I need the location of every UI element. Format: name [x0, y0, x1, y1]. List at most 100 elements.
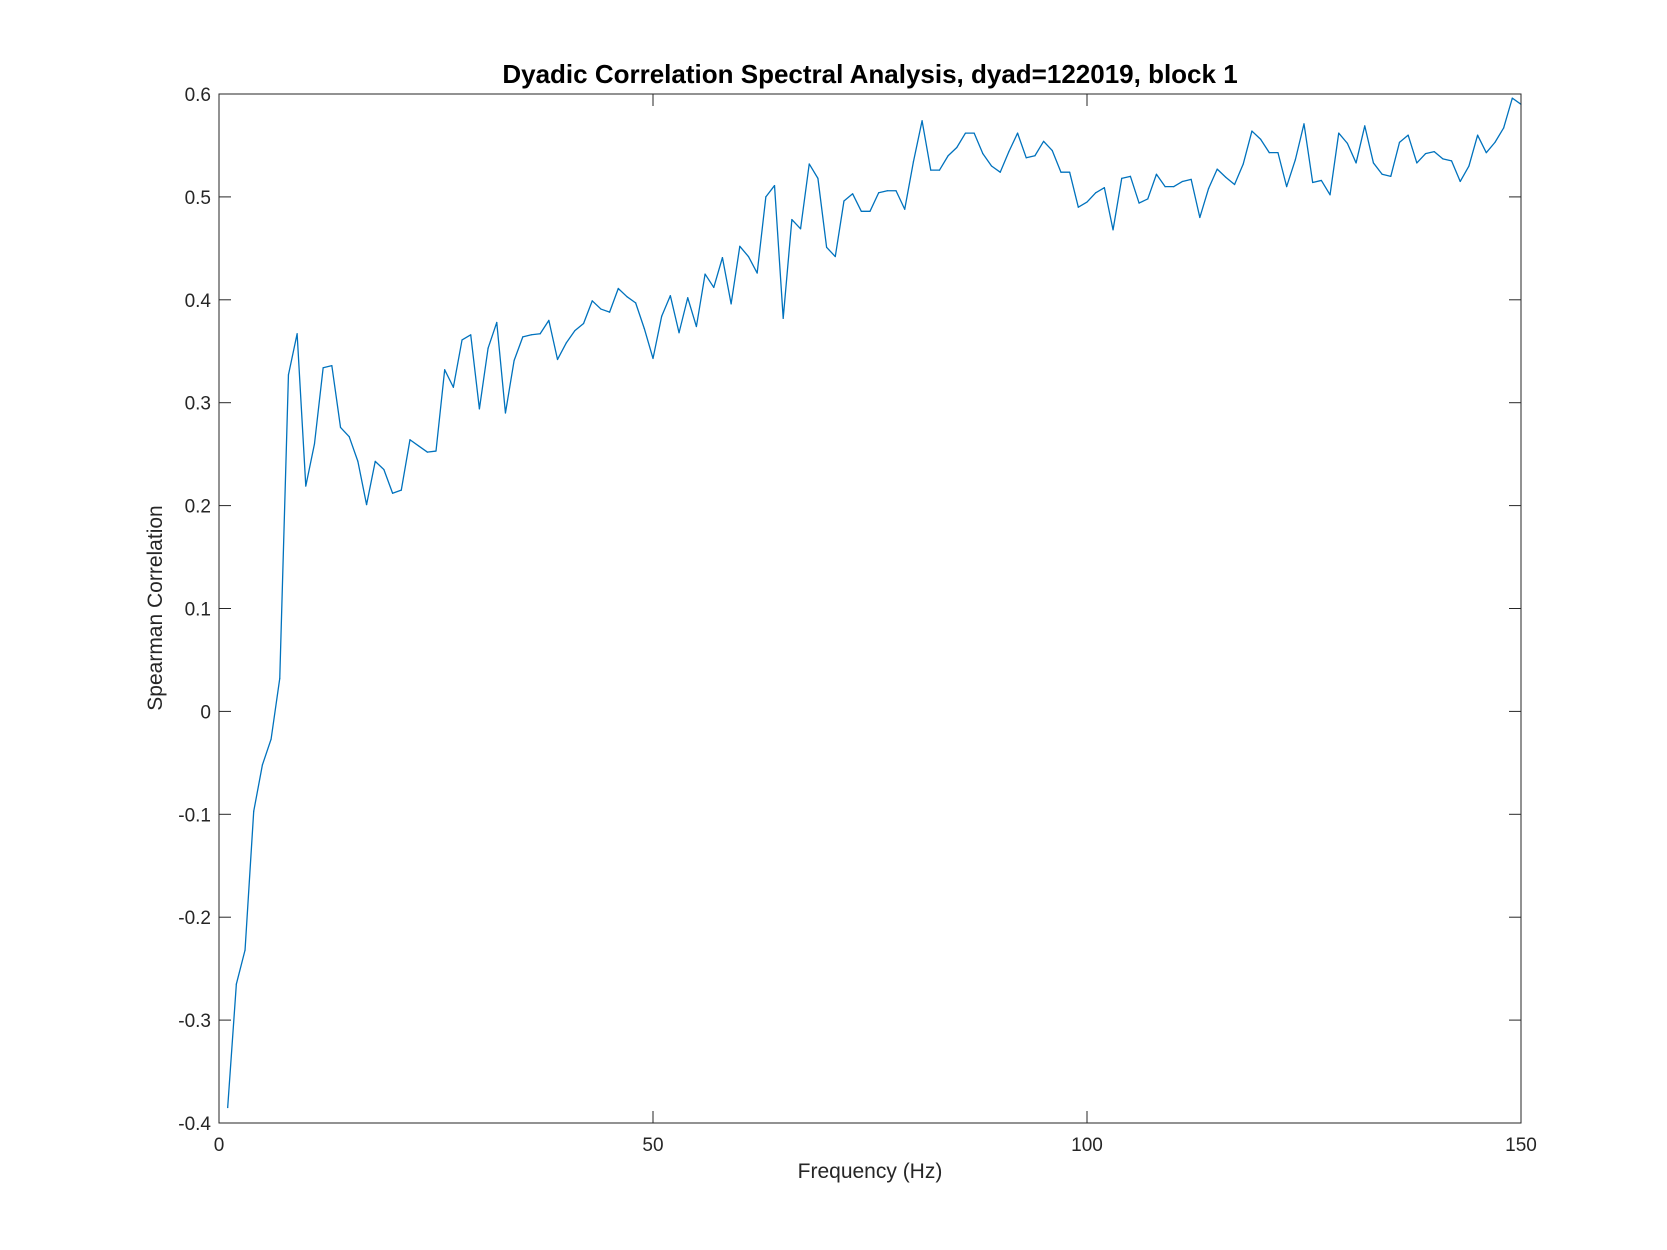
data-point: [1251, 130, 1253, 132]
tick-labels: 0 50 100 150 -0.4 -0.3 -0.2 -0.1 0 0.1 0.2 0.3 0.4 0.…: [178, 85, 1537, 1156]
data-point: [1433, 151, 1435, 153]
data-point: [834, 255, 836, 258]
data-point: [227, 1106, 229, 1109]
data-point: [496, 321, 498, 324]
data-point: [1181, 180, 1184, 183]
data-point: [921, 120, 923, 122]
data-point: [904, 208, 906, 210]
data-point: [808, 163, 810, 165]
y-tick-label: -0.4: [178, 1114, 211, 1135]
data-point: [461, 339, 463, 341]
data-point: [1364, 125, 1366, 127]
data-point: [235, 983, 237, 985]
data-point: [930, 169, 932, 171]
data-point: [1103, 187, 1105, 189]
data-point: [765, 196, 767, 198]
data-point: [244, 949, 246, 951]
data-point: [617, 287, 619, 290]
data-point: [1372, 162, 1375, 164]
data-point: [1416, 162, 1418, 164]
data-point: [270, 738, 272, 740]
data-point: [539, 333, 541, 335]
data-point: [1459, 180, 1461, 183]
data-point: [609, 311, 611, 313]
data-point: [1155, 173, 1158, 175]
y-tick-label: -0.2: [178, 908, 211, 929]
data-point: [348, 436, 350, 438]
data-point: [799, 228, 802, 230]
data-point: [574, 330, 576, 332]
data-point: [1121, 177, 1123, 179]
data-point: [1077, 206, 1079, 208]
data-point: [1129, 175, 1131, 177]
data-point: [661, 315, 663, 317]
data-point: [305, 485, 307, 487]
data-point: [383, 468, 385, 471]
data-point: [1034, 155, 1036, 157]
data-point: [1398, 141, 1401, 143]
data-point: [313, 443, 316, 445]
data-point: [869, 210, 871, 212]
data-point: [279, 677, 281, 680]
data-point: [739, 245, 741, 247]
data-point: [860, 210, 862, 212]
data-point: [253, 810, 255, 812]
data-point: [1424, 153, 1427, 155]
data-point: [626, 296, 628, 298]
data-point: [1112, 229, 1114, 231]
data-point: [1294, 159, 1296, 161]
data-point: [990, 165, 993, 167]
data-point: [400, 489, 402, 491]
data-point: [1216, 168, 1218, 170]
data-point: [1199, 216, 1201, 219]
data-point: [1086, 201, 1088, 203]
data-point: [886, 190, 888, 192]
data-point: [1173, 186, 1175, 188]
data-point: [635, 302, 637, 304]
y-tick-label: 0.2: [185, 497, 211, 518]
data-point: [1338, 132, 1340, 134]
data-point: [1442, 158, 1444, 160]
data-point: [973, 132, 975, 134]
data-point: [530, 334, 533, 336]
data-point: [1069, 171, 1071, 173]
data-point: [852, 193, 854, 195]
axes-box: [218, 93, 1522, 1124]
data-point: [1233, 183, 1236, 186]
data-point: [522, 336, 524, 338]
data-point: [843, 200, 845, 202]
data-point: [1485, 152, 1487, 154]
y-tick-label: 0.3: [185, 394, 211, 415]
data-point: [687, 297, 689, 299]
data-point: [591, 300, 593, 302]
data-point: [1303, 123, 1305, 125]
y-tick-label: 0.1: [185, 600, 211, 621]
data-point: [418, 445, 420, 447]
data-point: [470, 334, 472, 336]
data-point: [365, 503, 368, 506]
data-point: [1260, 138, 1262, 140]
data-point: [1503, 127, 1505, 129]
data-point: [713, 286, 715, 289]
data-point: [513, 359, 515, 362]
data-point: [1381, 173, 1383, 175]
data-point: [322, 367, 324, 369]
data-point: [1147, 198, 1149, 200]
data-point: [1277, 152, 1279, 154]
x-tick-label: 150: [1505, 1135, 1537, 1156]
data-point: [426, 451, 428, 453]
chart-title: Dyadic Correlation Spectral Analysis, dy…: [502, 59, 1237, 89]
x-tick-label: 100: [1071, 1135, 1103, 1156]
data-point: [695, 325, 698, 328]
data-point: [1138, 202, 1140, 204]
data-points: [227, 97, 1522, 1109]
data-point: [721, 257, 724, 259]
data-point: [878, 192, 880, 194]
data-point: [1242, 163, 1244, 165]
data-point: [357, 460, 359, 462]
y-axis-label: Spearman Correlation: [144, 505, 167, 710]
y-tick-label: 0: [200, 702, 211, 723]
data-point: [1190, 178, 1192, 181]
data-point: [296, 333, 298, 335]
x-tick-label: 50: [642, 1135, 663, 1156]
